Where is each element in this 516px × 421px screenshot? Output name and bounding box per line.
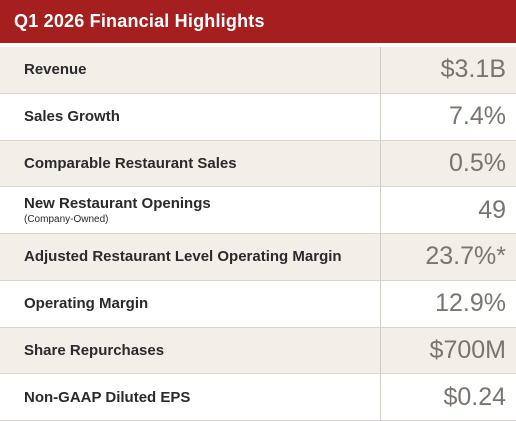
row-label-cell: Comparable Restaurant Sales xyxy=(0,140,381,187)
row-label: Comparable Restaurant Sales xyxy=(24,154,237,172)
row-note: (Company-Owned) xyxy=(24,214,109,226)
row-value: $700M xyxy=(429,335,506,364)
row-label-cell: New Restaurant Openings (Company-Owned) xyxy=(0,187,381,233)
row-label-cell: Share Repurchases xyxy=(0,327,381,374)
row-label: Sales Growth xyxy=(24,108,120,126)
row-value: 49 xyxy=(478,195,506,224)
header-title: Q1 2026 Financial Highlights xyxy=(14,11,265,31)
table-row: New Restaurant Openings (Company-Owned) 49 xyxy=(0,187,516,234)
table-row: Sales Growth 7.4% xyxy=(0,93,516,141)
table-row: Adjusted Restaurant Level Operating Marg… xyxy=(0,234,516,281)
header: Q1 2026 Financial Highlights xyxy=(0,0,516,45)
row-value: 7.4% xyxy=(449,102,506,131)
row-value: 12.9% xyxy=(435,289,506,318)
row-label: New Restaurant Openings xyxy=(24,195,211,213)
row-label: Adjusted Restaurant Level Operating Marg… xyxy=(24,248,342,266)
table-row: Revenue $3.1B xyxy=(0,47,516,94)
row-label: Non-GAAP Diluted EPS xyxy=(24,388,191,406)
row-label-cell: Adjusted Restaurant Level Operating Marg… xyxy=(0,234,381,280)
table-row: Comparable Restaurant Sales 0.5% xyxy=(0,140,516,188)
row-label-cell: Sales Growth xyxy=(0,93,381,140)
row-label: Share Repurchases xyxy=(24,341,165,359)
table-row: Share Repurchases $700M xyxy=(0,327,516,375)
row-label: Revenue xyxy=(24,61,87,79)
table-row: Operating Margin 12.9% xyxy=(0,280,516,328)
row-value: $0.24 xyxy=(443,382,506,411)
row-value: $3.1B xyxy=(440,55,506,84)
row-label: Operating Margin xyxy=(24,295,149,313)
table-row: Non-GAAP Diluted EPS $0.24 xyxy=(0,374,516,421)
row-label-cell: Operating Margin xyxy=(0,280,381,327)
table: Revenue $3.1B Sales Growth 7.4% Comparable R… xyxy=(0,47,516,421)
row-label-cell: Non-GAAP Diluted EPS xyxy=(0,374,381,420)
row-value: 0.5% xyxy=(449,148,506,177)
row-value: 23.7%* xyxy=(425,242,506,271)
row-label-cell: Revenue xyxy=(0,47,381,93)
